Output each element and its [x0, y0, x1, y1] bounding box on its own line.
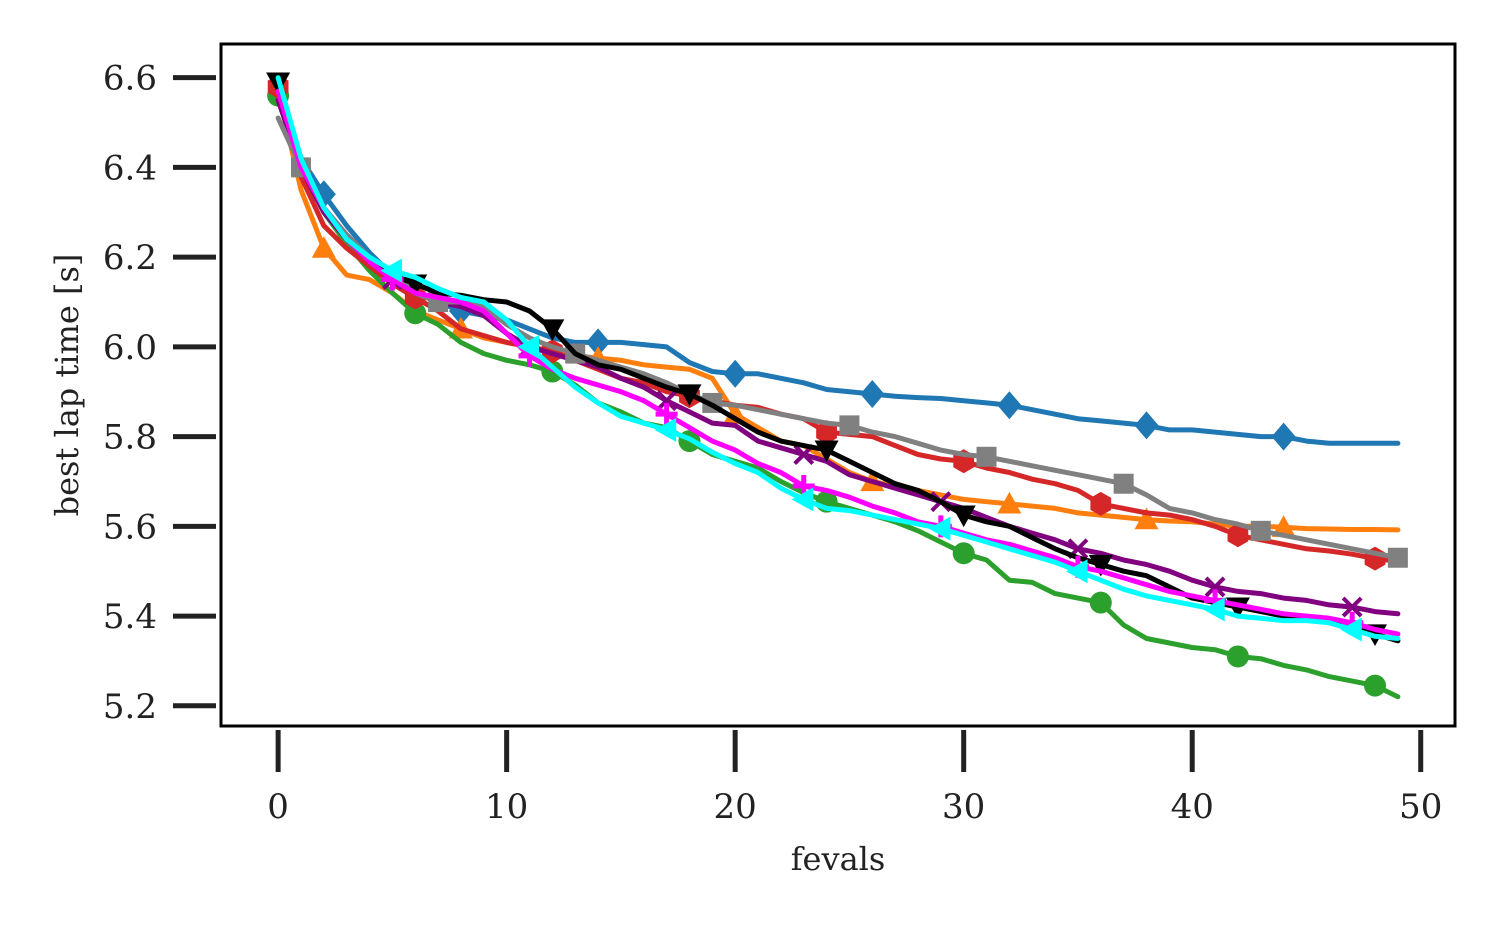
triangle-up-marker [311, 236, 336, 258]
series-line [275, 84, 1401, 564]
x-tick-label: 30 [942, 787, 985, 827]
x-marker [1341, 596, 1363, 618]
x-tick-label: 40 [1171, 787, 1214, 827]
diamond-marker [723, 359, 748, 388]
x-axis-title: fevals [791, 840, 886, 878]
x-tick-label: 10 [485, 787, 528, 827]
series-6 [266, 72, 1401, 647]
triangle-down-marker [677, 384, 702, 406]
square-marker [839, 415, 860, 436]
triangle-left-marker [380, 258, 402, 283]
y-tick-label: 5.6 [103, 507, 157, 547]
series-line [275, 88, 1401, 637]
circle-marker [952, 542, 975, 565]
series-5 [275, 115, 1408, 568]
x-marker [656, 390, 678, 412]
x-tick-label: 20 [714, 787, 757, 827]
y-tick-label: 5.4 [103, 597, 157, 637]
series-layer [266, 72, 1408, 700]
triangle-left-marker [517, 334, 540, 359]
diamond-marker [860, 379, 885, 408]
triangle-up-marker [1134, 507, 1159, 530]
y-tick-label: 6.6 [103, 59, 157, 99]
diamond-marker [586, 328, 611, 357]
y-tick-label: 5.2 [103, 687, 157, 727]
y-axis-title: best lap time [s] [48, 254, 86, 517]
x-tick-label: 0 [267, 787, 289, 827]
series-line [275, 75, 1401, 641]
square-marker [1387, 547, 1408, 568]
plus-marker [655, 403, 678, 426]
triangle-left-marker [1065, 559, 1088, 584]
series-0 [275, 84, 1401, 451]
circle-marker [1226, 645, 1249, 668]
hexagon-marker [1090, 491, 1112, 516]
circle-marker [1364, 674, 1387, 697]
series-8 [275, 75, 1401, 642]
x-axis: 0 10 20 30 40 50 [267, 730, 1442, 827]
triangle-down-marker [951, 505, 976, 528]
triangle-left-marker [654, 417, 677, 442]
square-marker [1113, 473, 1134, 494]
series-line [275, 84, 1401, 446]
diamond-marker [1134, 411, 1159, 440]
triangle-left-marker [791, 487, 814, 512]
plot-frame [219, 42, 1457, 728]
hexagon-marker [1227, 523, 1249, 548]
triangle-up-marker [997, 491, 1022, 514]
diamond-marker [997, 391, 1022, 420]
circle-marker [1089, 591, 1112, 614]
x-marker [1204, 576, 1226, 598]
triangle-up-marker [1271, 515, 1296, 537]
triangle-down-marker [540, 319, 565, 341]
triangle-left-marker [928, 516, 951, 541]
triangle-left-marker [1340, 617, 1362, 642]
series-line [275, 79, 1401, 644]
triangle-left-marker [1203, 597, 1225, 622]
circle-marker [404, 302, 427, 325]
series-line [275, 93, 1401, 700]
series-7 [275, 88, 1401, 637]
diamond-marker [1271, 422, 1296, 451]
y-tick-label: 5.8 [103, 418, 157, 458]
triangle-down-marker [814, 440, 839, 463]
y-tick-label: 6.2 [103, 238, 157, 278]
x-tick-label: 50 [1399, 787, 1442, 827]
y-axis: 5.2 5.4 5.6 5.8 6.0 6.2 6.4 6.6 [103, 59, 216, 727]
triangle-up-marker [723, 402, 748, 424]
square-marker [976, 446, 997, 467]
y-tick-label: 6.4 [103, 148, 157, 188]
square-marker [1250, 520, 1271, 541]
triangle-down-marker [1088, 554, 1113, 577]
y-tick-label: 6.0 [103, 328, 157, 368]
